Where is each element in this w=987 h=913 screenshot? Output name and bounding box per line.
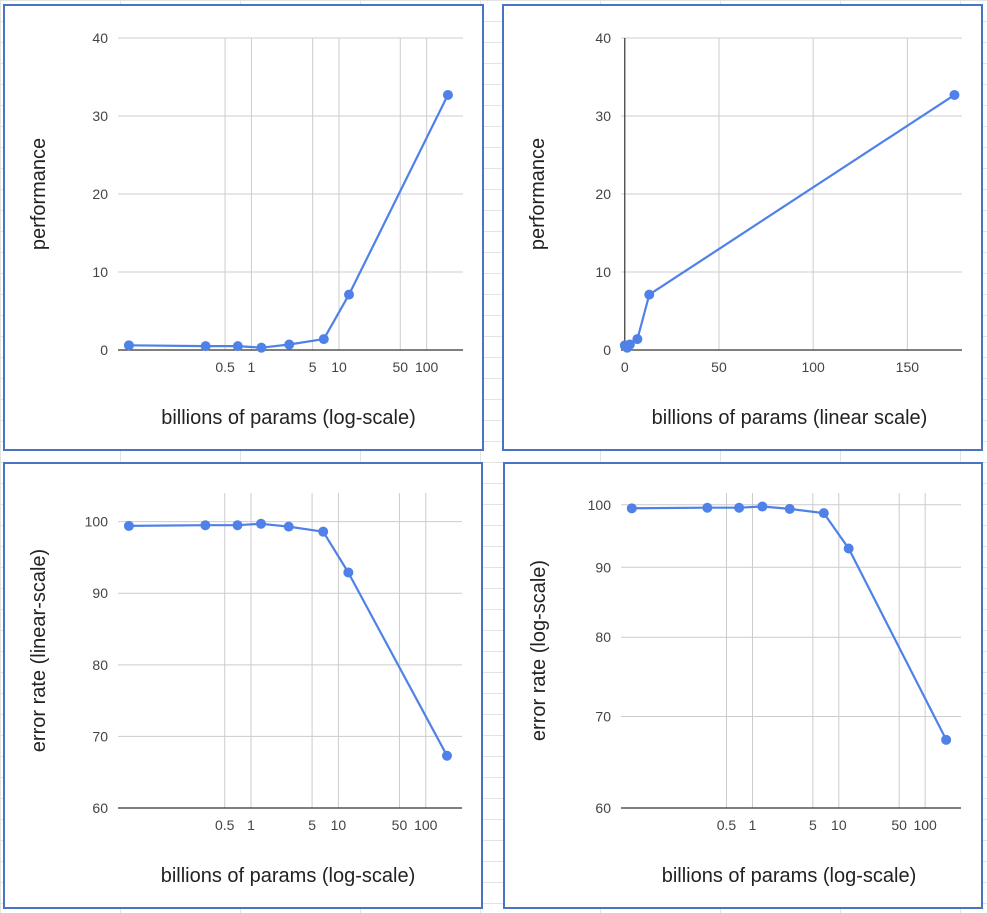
y-axis-title: error rate (linear-scale) (28, 549, 50, 752)
y-tick-label: 10 (92, 264, 108, 280)
y-axis-title: performance (527, 138, 549, 250)
data-point (200, 341, 211, 352)
series-line (128, 94, 449, 349)
x-tick-label: 0.5 (215, 817, 235, 833)
x-tick-label: 0.5 (717, 817, 737, 833)
y-tick-label: 40 (92, 30, 108, 46)
data-point (757, 501, 768, 512)
data-point (318, 526, 329, 537)
x-tick-label: 1 (247, 817, 255, 833)
data-point (343, 567, 354, 578)
y-tick-label: 30 (92, 108, 108, 124)
x-axis-title: billions of params (log-scale) (161, 407, 416, 429)
x-tick-label: 100 (414, 817, 438, 833)
data-point (624, 339, 635, 350)
data-point (232, 341, 243, 352)
y-tick-label: 20 (595, 186, 611, 202)
chart-svg: 0.5 1 5 10 50 100 60 70 80 90 100 billions of param… (528, 493, 961, 887)
data-point (644, 289, 655, 300)
data-point (255, 518, 266, 529)
data-point (232, 520, 243, 531)
x-tick-label: 10 (331, 359, 347, 375)
data-point (318, 334, 329, 345)
x-tick-label: 100 (801, 359, 825, 375)
y-tick-label: 90 (595, 559, 611, 575)
data-point (843, 543, 854, 554)
data-point (283, 521, 294, 532)
data-point (818, 508, 829, 519)
chart-panel-error-linear: 0.5 1 5 10 50 100 60 70 80 90 100 billions of param… (3, 462, 483, 909)
y-tick-label: 80 (595, 629, 611, 645)
y-tick-label: 0 (603, 342, 611, 358)
chart-svg: 0.5 1 5 10 50 100 0 10 20 30 40 billions of params … (28, 30, 463, 429)
data-point (734, 502, 745, 513)
x-tick-label: 5 (309, 359, 317, 375)
x-tick-label: 100 (913, 817, 937, 833)
x-tick-label: 0 (621, 359, 629, 375)
data-point (949, 89, 960, 100)
chart-panel-performance-log: 0.5 1 5 10 50 100 0 10 20 30 40 billions of params … (3, 4, 484, 451)
data-point (632, 334, 643, 345)
x-tick-label: 5 (809, 817, 817, 833)
y-tick-label: 60 (92, 800, 108, 816)
x-axis-title: billions of params (log-scale) (161, 865, 416, 887)
y-tick-label: 90 (92, 585, 108, 601)
data-point (702, 502, 713, 513)
y-axis-title: performance (28, 138, 50, 250)
chart-panel-performance-linear: 0 50 100 150 0 10 20 30 40 billions of params (li… (502, 4, 983, 451)
y-tick-label: 0 (100, 342, 108, 358)
x-tick-label: 1 (749, 817, 757, 833)
data-point (200, 520, 211, 531)
x-tick-label: 0.5 (215, 359, 235, 375)
y-tick-label: 100 (85, 514, 109, 530)
x-tick-label: 50 (891, 817, 907, 833)
data-point (442, 89, 453, 100)
y-tick-label: 70 (92, 728, 108, 744)
data-point (441, 750, 452, 761)
chart-svg: 0.5 1 5 10 50 100 60 70 80 90 100 billions of param… (28, 493, 462, 887)
chart-svg: 0 50 100 150 0 10 20 30 40 billions of params (li… (527, 30, 962, 429)
chart-panel-error-log: 0.5 1 5 10 50 100 60 70 80 90 100 billions of param… (503, 462, 983, 909)
x-tick-label: 10 (331, 817, 347, 833)
y-tick-label: 20 (92, 186, 108, 202)
data-point (626, 503, 637, 514)
x-tick-label: 10 (831, 817, 847, 833)
y-axis-title: error rate (log-scale) (528, 560, 550, 741)
data-point (784, 503, 795, 514)
y-tick-label: 30 (595, 108, 611, 124)
y-tick-label: 70 (595, 708, 611, 724)
data-point (256, 342, 267, 353)
series-line (631, 505, 948, 741)
data-point (344, 289, 355, 300)
y-tick-label: 40 (595, 30, 611, 46)
x-tick-label: 1 (248, 359, 256, 375)
x-tick-label: 150 (896, 359, 920, 375)
x-tick-label: 5 (308, 817, 316, 833)
x-tick-label: 50 (711, 359, 727, 375)
data-point (284, 339, 295, 350)
data-point (941, 734, 952, 745)
x-axis-title: billions of params (linear scale) (652, 407, 928, 429)
series-line (623, 93, 956, 349)
x-axis-title: billions of params (log-scale) (662, 865, 917, 887)
x-tick-label: 50 (392, 359, 408, 375)
y-tick-label: 10 (595, 264, 611, 280)
x-tick-label: 50 (392, 817, 408, 833)
data-point (123, 340, 134, 351)
y-tick-label: 100 (588, 497, 612, 513)
y-tick-label: 80 (92, 657, 108, 673)
x-tick-label: 100 (415, 359, 439, 375)
data-point (123, 520, 134, 531)
series-line (128, 522, 448, 757)
y-tick-label: 60 (595, 800, 611, 816)
